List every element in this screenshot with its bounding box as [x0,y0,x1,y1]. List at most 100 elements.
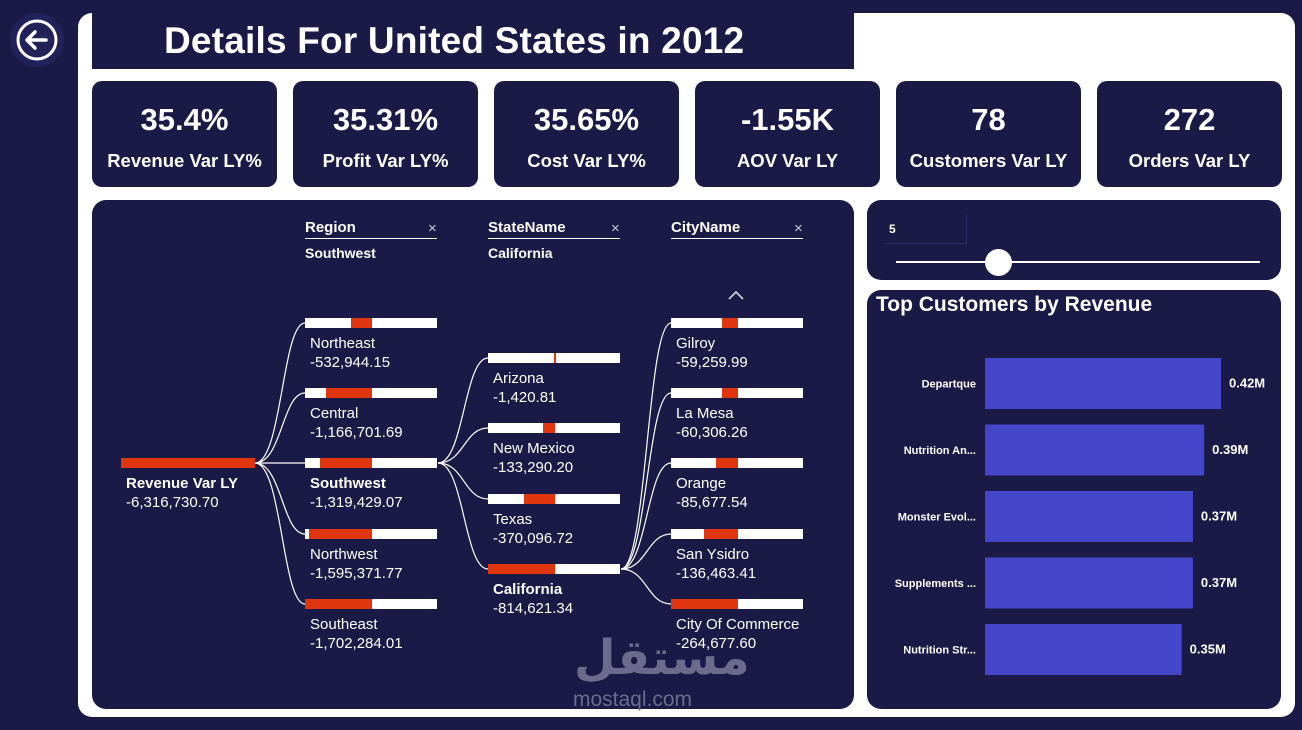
node-value: -814,621.34 [493,600,574,617]
close-icon[interactable]: × [794,220,803,237]
node-value: -136,463.41 [676,565,757,582]
node-bar-fill [488,564,556,574]
node-label: New Mexico [493,440,575,457]
tree-node-state[interactable]: Arizona -1,420.81 [488,353,620,406]
node-bar [488,423,620,433]
node-bar [671,388,803,398]
decomposition-tree: Region Southwest × StateName California … [92,200,854,709]
tree-root-node[interactable]: Revenue Var LY -6,316,730.70 [121,458,255,511]
kpi-label: AOV Var LY [736,150,839,171]
tree-node-city[interactable]: San Ysidro -136,463.41 [671,529,803,582]
node-bar [305,529,437,539]
node-bar-fill [351,318,373,328]
node-bar [305,599,437,609]
data-label: 0.39M [1212,442,1248,457]
customer-bar[interactable] [985,557,1193,609]
kpi-card-aov: -1.55K AOV Var LY [695,81,880,187]
node-bar [305,318,437,328]
node-value: -1,319,429.07 [310,494,403,511]
data-label: 0.42M [1229,376,1265,391]
watermark-latin: mostaql.com [573,688,693,711]
customer-bar[interactable] [985,624,1182,675]
tree-node-city[interactable]: City Of Commerce -264,677.60 [671,599,803,652]
node-value: -1,595,371.77 [310,565,403,582]
data-label: 0.37M [1201,575,1237,590]
level-header-city: CityName × [671,219,803,245]
kpi-card-profit: 35.31% Profit Var LY% [293,81,478,187]
node-label: Texas [493,511,533,528]
data-label: 0.35M [1190,642,1226,657]
kpi-label: Customers Var LY [909,150,1068,171]
tree-node-region[interactable]: Southeast -1,702,284.01 [305,599,437,652]
node-label: Southwest [310,475,386,492]
kpi-card-orders: 272 Orders Var LY [1097,81,1282,187]
node-label: California [493,581,563,598]
chevron-up-icon[interactable] [726,289,746,301]
slider-value-input[interactable]: 5 [885,214,967,244]
category-label: Nutrition Str... [903,645,976,657]
node-bar-fill [722,318,739,328]
customer-bar[interactable] [985,491,1193,542]
node-bar-fill [308,529,373,539]
node-value: -1,420.81 [493,389,557,406]
category-label: Monster Evol... [898,512,976,524]
tree-node-region[interactable]: Northwest -1,595,371.77 [305,529,437,582]
level-field-name: Region [305,219,437,239]
tree-node-city[interactable]: La Mesa -60,306.26 [671,388,803,441]
page-title: Details For United States in 2012 [164,20,745,61]
node-bar-fill [722,388,739,398]
tree-node-region-selected[interactable]: Southwest -1,319,429.07 [305,458,437,511]
slider-track[interactable] [896,261,1260,263]
level-field-name: StateName [488,219,620,239]
kpi-value: 272 [1163,102,1216,137]
tree-node-city[interactable]: Gilroy -59,259.99 [671,318,803,371]
kpi-label: Revenue Var LY% [107,150,262,171]
level-selection: Southwest [305,245,376,261]
node-label: San Ysidro [676,546,750,563]
kpi-card-revenue: 35.4% Revenue Var LY% [92,81,277,187]
tree-node-region[interactable]: Central -1,166,701.69 [305,388,437,441]
back-button[interactable] [10,13,64,67]
tree-node-state[interactable]: New Mexico -133,290.20 [488,423,620,476]
tree-node-state[interactable]: Texas -370,096.72 [488,494,620,547]
kpi-label: Orders Var LY [1128,150,1251,171]
node-value: -1,166,701.69 [310,424,403,441]
close-icon[interactable]: × [428,220,437,237]
node-bar-fill [305,599,373,609]
level-field-name: CityName [671,219,803,239]
node-bar [305,388,437,398]
tree-node-city[interactable]: Orange -85,677.54 [671,458,803,511]
node-label: Northwest [310,546,378,563]
node-bar [488,494,620,504]
tree-node-region[interactable]: Northeast -532,944.15 [305,318,437,371]
kpi-value: 78 [971,102,1006,137]
customer-bar[interactable] [985,358,1221,409]
customers-bar-chart: Departque 0.42M Nutrition An... 0.39M Monste… [895,358,1265,675]
kpi-value: -1.55K [740,102,835,137]
slider-thumb[interactable] [984,249,1012,276]
node-label: Gilroy [676,335,716,352]
level-header-region: Region Southwest × [305,219,437,261]
node-value: -85,677.54 [676,494,748,511]
node-bar-fill [543,423,556,433]
node-label: City Of Commerce [676,616,800,633]
node-value: -6,316,730.70 [126,494,219,511]
kpi-value: 35.31% [332,102,439,137]
back-arrow-icon [16,19,58,61]
node-bar-fill [326,388,373,398]
kpi-value: 35.65% [533,102,640,137]
node-bar-fill [319,458,373,468]
node-bar [671,318,803,328]
kpi-label: Profit Var LY% [322,150,449,171]
level-selection: California [488,245,553,261]
tree-node-state-selected[interactable]: California -814,621.34 [488,564,620,617]
node-label: Northeast [310,335,376,352]
node-bar [671,599,803,609]
close-icon[interactable]: × [611,220,620,237]
customer-bar[interactable] [985,424,1205,476]
chart-title: Top Customers by Revenue [876,293,1153,316]
top-n-slicer: 5 [867,200,1281,280]
node-bar-fill [671,599,739,609]
node-label: Central [310,405,359,422]
node-bar-fill [554,353,556,363]
